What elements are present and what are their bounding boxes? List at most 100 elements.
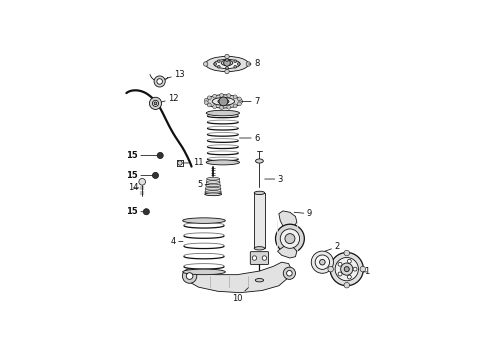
Circle shape — [311, 251, 334, 273]
Ellipse shape — [206, 110, 240, 116]
Circle shape — [341, 263, 353, 275]
Circle shape — [186, 273, 193, 279]
Ellipse shape — [254, 247, 265, 250]
Circle shape — [227, 94, 231, 98]
Ellipse shape — [212, 98, 235, 105]
Text: 15: 15 — [126, 151, 157, 160]
Text: 8: 8 — [248, 59, 259, 68]
Circle shape — [319, 260, 325, 265]
Circle shape — [315, 255, 330, 269]
Circle shape — [246, 62, 250, 66]
Text: 10: 10 — [232, 288, 248, 303]
Circle shape — [360, 266, 366, 272]
Text: 11: 11 — [183, 158, 203, 167]
Ellipse shape — [205, 95, 242, 108]
Circle shape — [338, 272, 342, 276]
Circle shape — [238, 97, 241, 101]
Circle shape — [178, 161, 182, 165]
Circle shape — [237, 63, 240, 66]
Circle shape — [218, 60, 220, 63]
Circle shape — [344, 283, 349, 288]
Circle shape — [285, 234, 295, 244]
Text: 2: 2 — [325, 242, 340, 251]
Circle shape — [330, 252, 364, 286]
Polygon shape — [277, 246, 297, 258]
Circle shape — [154, 102, 157, 105]
Circle shape — [234, 66, 237, 68]
Circle shape — [223, 59, 230, 66]
Circle shape — [157, 152, 163, 158]
Circle shape — [335, 257, 358, 281]
Circle shape — [143, 209, 149, 215]
Text: 12: 12 — [162, 94, 178, 103]
Circle shape — [338, 262, 342, 266]
Text: 9: 9 — [294, 209, 312, 218]
Ellipse shape — [205, 57, 248, 72]
Circle shape — [225, 59, 228, 62]
Circle shape — [344, 250, 349, 256]
Circle shape — [213, 105, 217, 109]
Ellipse shape — [206, 184, 220, 187]
Circle shape — [328, 266, 334, 272]
Text: 6: 6 — [240, 134, 259, 143]
Ellipse shape — [218, 99, 229, 104]
Circle shape — [207, 103, 211, 107]
Ellipse shape — [206, 181, 220, 184]
Bar — [254, 193, 265, 248]
Ellipse shape — [183, 269, 225, 275]
Ellipse shape — [221, 60, 233, 66]
Circle shape — [280, 229, 300, 248]
Circle shape — [157, 79, 162, 84]
Ellipse shape — [205, 187, 221, 190]
Circle shape — [204, 101, 208, 105]
Circle shape — [207, 96, 211, 100]
Text: 1: 1 — [364, 267, 369, 276]
Ellipse shape — [205, 191, 221, 193]
Circle shape — [283, 267, 295, 279]
Polygon shape — [279, 211, 297, 232]
Circle shape — [219, 97, 228, 106]
Ellipse shape — [183, 218, 225, 223]
Text: 7: 7 — [242, 97, 259, 106]
Circle shape — [154, 76, 165, 87]
Circle shape — [239, 99, 243, 103]
Text: 13: 13 — [166, 70, 185, 79]
FancyBboxPatch shape — [250, 252, 269, 264]
Circle shape — [262, 256, 267, 260]
Circle shape — [347, 275, 351, 279]
Text: 4: 4 — [171, 237, 183, 246]
Circle shape — [353, 267, 357, 271]
Circle shape — [214, 63, 217, 66]
Ellipse shape — [256, 159, 263, 163]
Ellipse shape — [206, 160, 240, 165]
Circle shape — [233, 95, 237, 99]
Ellipse shape — [254, 191, 265, 194]
Circle shape — [227, 105, 231, 109]
Circle shape — [238, 102, 241, 106]
Text: 15: 15 — [126, 171, 152, 180]
Circle shape — [287, 270, 292, 276]
Text: 3: 3 — [265, 175, 283, 184]
Circle shape — [204, 98, 208, 102]
Circle shape — [344, 267, 349, 271]
Text: 15: 15 — [126, 207, 143, 216]
Ellipse shape — [207, 177, 220, 180]
Circle shape — [152, 100, 159, 107]
Polygon shape — [187, 262, 292, 293]
Circle shape — [139, 179, 146, 185]
Ellipse shape — [255, 279, 264, 282]
Ellipse shape — [214, 59, 240, 68]
Text: 14: 14 — [128, 183, 139, 192]
Circle shape — [218, 66, 220, 68]
Circle shape — [234, 60, 237, 63]
Circle shape — [213, 94, 217, 98]
Circle shape — [347, 259, 351, 263]
Circle shape — [152, 172, 159, 179]
Circle shape — [225, 69, 229, 74]
Circle shape — [182, 269, 197, 283]
Circle shape — [225, 67, 228, 69]
Circle shape — [252, 256, 257, 260]
Circle shape — [220, 105, 223, 109]
Circle shape — [275, 224, 304, 253]
Ellipse shape — [205, 193, 221, 196]
